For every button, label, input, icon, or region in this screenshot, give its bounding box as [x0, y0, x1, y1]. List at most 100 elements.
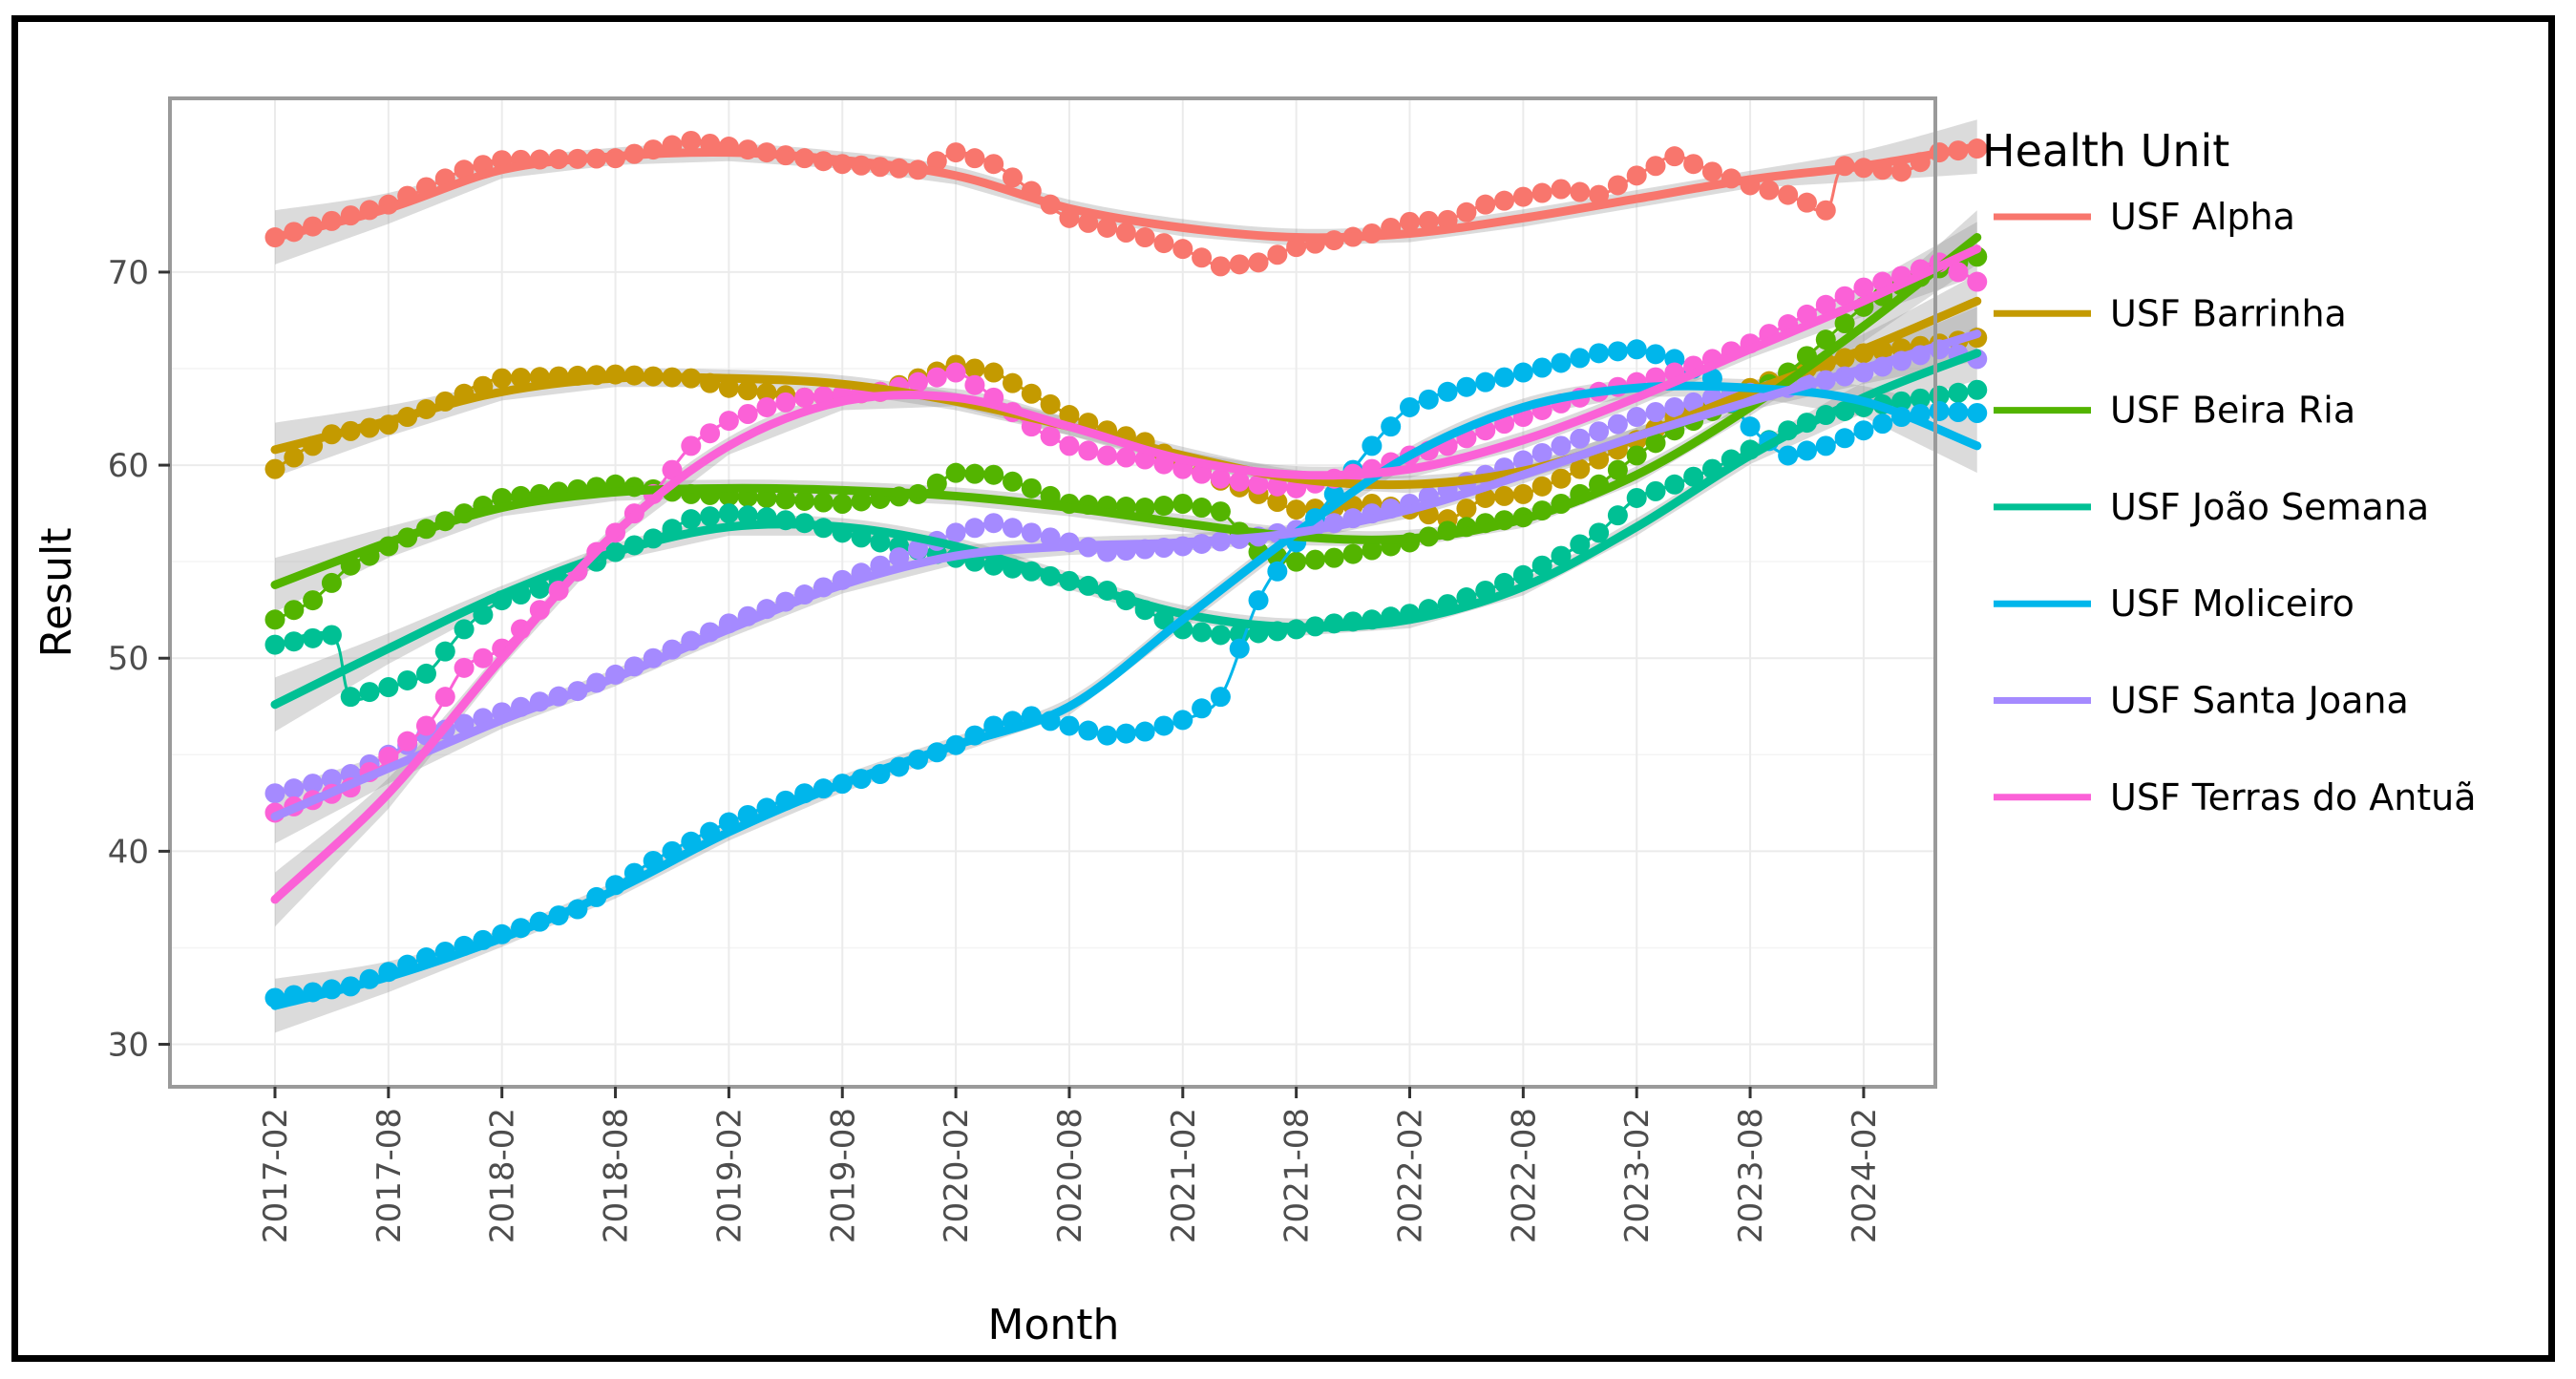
data-point	[983, 464, 1004, 485]
data-point	[1626, 339, 1647, 360]
trend-line	[270, 329, 1982, 821]
data-point	[1494, 367, 1515, 388]
legend-item: USF João Semana	[1994, 486, 2429, 528]
data-point	[1645, 480, 1666, 501]
data-point	[1003, 518, 1024, 539]
data-point	[359, 682, 380, 703]
data-point	[1796, 192, 1817, 213]
data-point	[775, 392, 796, 413]
data-point	[983, 362, 1004, 383]
confidence-band	[275, 377, 1977, 1033]
data-point	[1456, 202, 1477, 223]
data-point	[1267, 244, 1288, 265]
data-point	[870, 532, 891, 553]
data-point	[492, 368, 513, 389]
data-point	[264, 458, 285, 479]
data-point	[1210, 687, 1231, 708]
legend-item: USF Barrinha	[1994, 292, 2347, 334]
data-point	[1192, 622, 1213, 643]
plot-area	[170, 98, 1988, 1087]
data-point	[1531, 442, 1552, 463]
data-point	[756, 396, 777, 417]
data-point	[1967, 379, 1988, 400]
y-tick-label: 70	[108, 254, 149, 292]
data-point	[1078, 440, 1099, 461]
data-point	[1248, 252, 1269, 273]
data-point	[1021, 477, 1042, 499]
data-point	[756, 382, 777, 403]
data-point	[964, 463, 985, 484]
data-point	[1834, 313, 1855, 334]
legend-item: USF Moliceiro	[1994, 583, 2354, 625]
data-point	[284, 447, 305, 468]
data-point	[1323, 547, 1344, 568]
data-point	[1192, 698, 1213, 719]
data-point	[1551, 545, 1572, 566]
data-point	[1267, 561, 1288, 582]
data-point	[1418, 210, 1439, 231]
data-point	[1248, 590, 1269, 611]
data-point	[756, 487, 777, 508]
data-point	[454, 159, 475, 180]
data-point	[1342, 543, 1363, 564]
data-point	[1664, 474, 1685, 495]
data-point	[378, 677, 399, 698]
data-point	[1551, 468, 1572, 489]
data-point	[1512, 450, 1533, 471]
x-tick-label: 2021-08	[1278, 1108, 1317, 1243]
data-point	[303, 774, 324, 795]
data-point	[1740, 416, 1761, 437]
legend-label: USF Alpha	[2110, 196, 2295, 238]
data-point	[1531, 555, 1552, 576]
data-point	[264, 783, 285, 804]
x-axis-title: Month	[988, 1301, 1120, 1349]
data-point	[1853, 277, 1874, 298]
data-point	[794, 490, 815, 511]
trend-line	[270, 142, 1982, 243]
data-point	[1040, 393, 1061, 414]
data-point	[1475, 194, 1496, 215]
data-point	[851, 491, 872, 512]
legend-item: USF Beira Ria	[1994, 390, 2355, 432]
data-point	[1267, 491, 1288, 512]
data-point	[1891, 161, 1912, 182]
data-point	[1210, 256, 1231, 277]
data-point	[1589, 184, 1610, 205]
data-point	[718, 503, 739, 524]
data-point	[1134, 227, 1155, 248]
data-point	[1589, 421, 1610, 442]
data-point	[718, 377, 739, 398]
data-point	[1003, 167, 1024, 188]
data-point	[1872, 414, 1893, 435]
data-point	[983, 513, 1004, 534]
data-point	[1494, 485, 1515, 506]
data-point	[1815, 200, 1836, 221]
data-point	[737, 505, 758, 526]
data-point	[1664, 396, 1685, 417]
data-point	[1778, 445, 1799, 466]
data-point	[284, 631, 305, 652]
data-point	[1607, 175, 1628, 196]
data-point	[1512, 362, 1533, 383]
data-point	[1040, 527, 1061, 548]
data-point	[1362, 540, 1383, 561]
data-point	[1418, 389, 1439, 410]
data-point	[1286, 551, 1307, 572]
data-point	[945, 362, 966, 383]
data-point	[284, 778, 305, 799]
data-point	[1115, 222, 1136, 243]
y-tick-label: 30	[108, 1027, 149, 1065]
data-point	[983, 154, 1004, 175]
data-point	[1512, 483, 1533, 504]
data-point	[1248, 474, 1269, 495]
trend-line	[270, 233, 1982, 589]
data-point	[775, 489, 796, 510]
data-point	[1381, 416, 1402, 437]
data-point	[1097, 725, 1118, 746]
data-point	[1229, 254, 1250, 275]
legend-label: USF João Semana	[2110, 486, 2429, 528]
data-point	[1210, 625, 1231, 646]
data-point	[1626, 407, 1647, 428]
data-point	[473, 647, 494, 668]
data-point	[1059, 435, 1080, 456]
